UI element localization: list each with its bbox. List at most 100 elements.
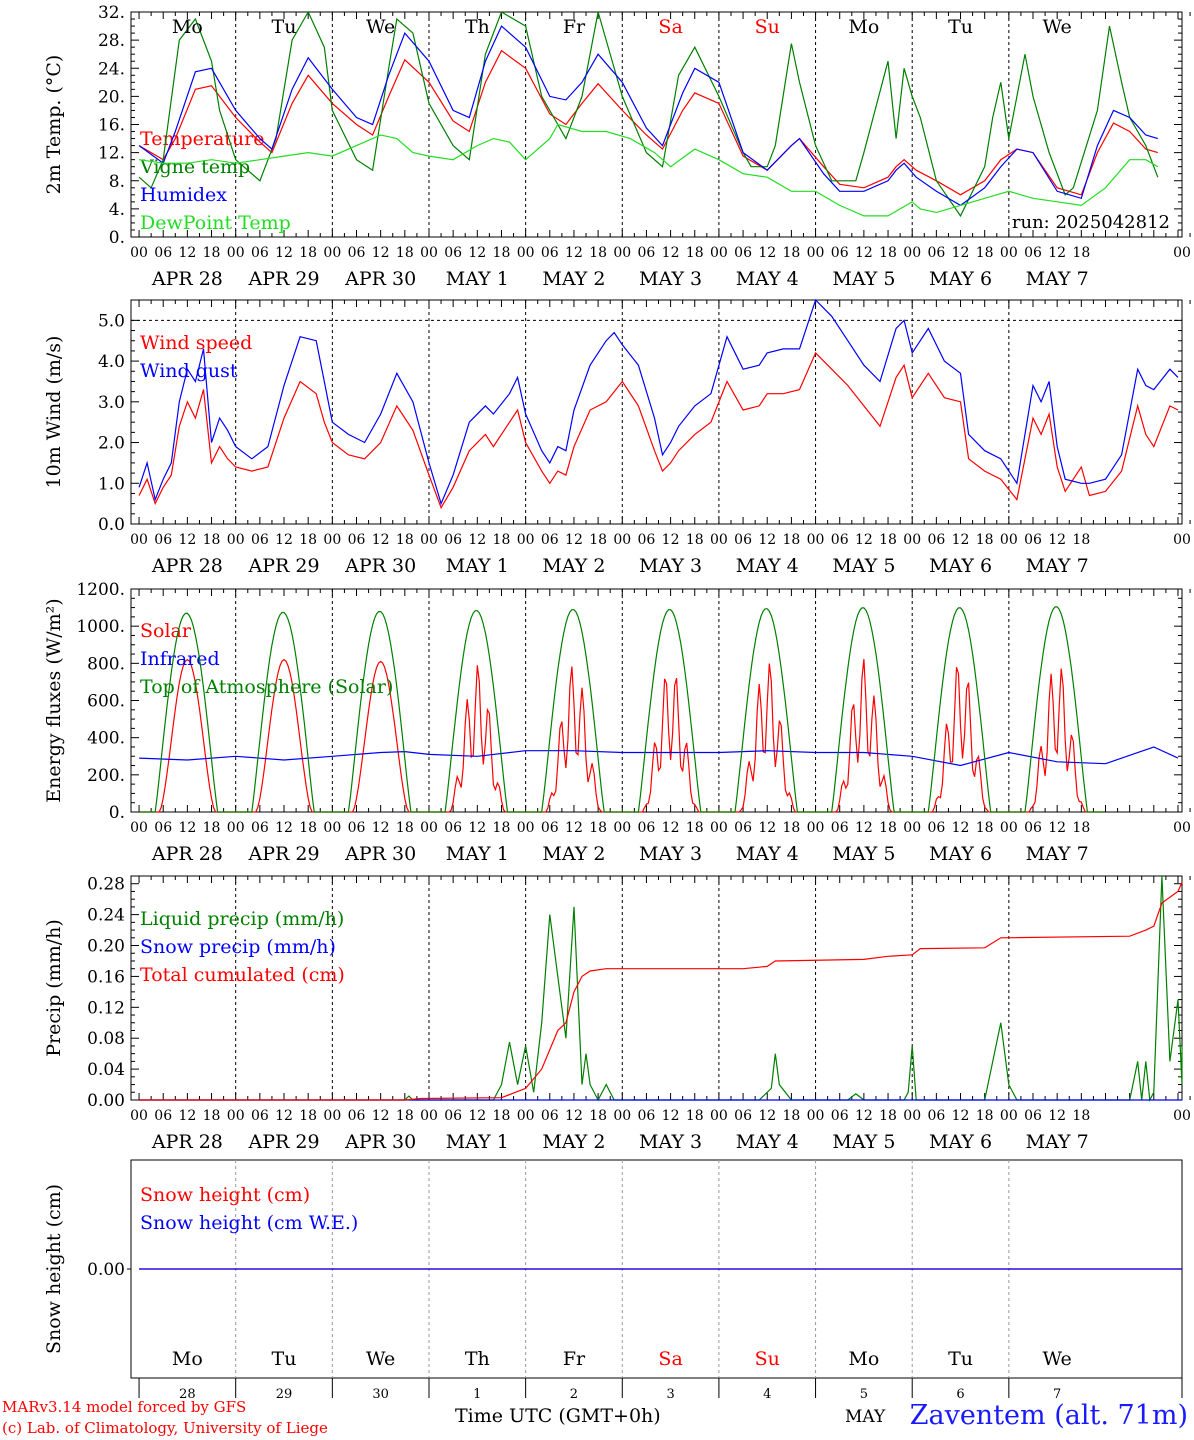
hour-tick-label: 06 — [154, 532, 172, 548]
date-label: APR 29 — [248, 555, 320, 577]
hour-tick-label: 12 — [565, 1108, 583, 1124]
hour-tick-label: 06 — [1024, 1108, 1042, 1124]
y-tick-label: 1200. — [76, 580, 125, 600]
date-label: MAY 4 — [736, 1131, 799, 1153]
hour-tick-label: 12 — [855, 532, 873, 548]
date-label: MAY 2 — [542, 268, 605, 290]
hour-tick-label: 00 — [1173, 1108, 1191, 1124]
hour-tick-label: 12 — [468, 1108, 486, 1124]
hour-tick-label: 00 — [613, 532, 631, 548]
hour-tick-label: 18 — [1072, 820, 1090, 836]
hour-tick-label: 00 — [807, 820, 825, 836]
hour-tick-label: 06 — [154, 820, 172, 836]
hour-tick-label: 06 — [831, 532, 849, 548]
y-tick-label: 0.00 — [87, 1091, 125, 1111]
hour-tick-label: 00 — [420, 245, 438, 261]
hour-tick-label: 06 — [541, 532, 559, 548]
day-number-label: 6 — [956, 1387, 964, 1402]
date-label: MAY 2 — [542, 1131, 605, 1153]
y-tick-label: 0.08 — [87, 1029, 125, 1049]
date-label: APR 30 — [344, 268, 416, 290]
hour-tick-label: 18 — [879, 245, 897, 261]
series-line-wind-gust — [138, 298, 1179, 506]
y-axis-label: 10m Wind (m/s) — [43, 336, 65, 489]
run-label: run: 2025042812 — [1012, 212, 1170, 233]
weekday-label: Tu — [948, 16, 973, 38]
y-axis-label: Precip (mm/h) — [43, 919, 65, 1057]
weekday-label: Th — [465, 1348, 490, 1370]
weekday-label: Sa — [658, 16, 682, 38]
date-label: MAY 3 — [639, 1131, 702, 1153]
hour-tick-label: 06 — [444, 532, 462, 548]
hour-tick-label: 06 — [734, 820, 752, 836]
hour-tick-label: 18 — [1072, 245, 1090, 261]
weekday-label: We — [1043, 16, 1072, 38]
hour-tick-label: 06 — [638, 1108, 656, 1124]
date-label: MAY 2 — [542, 555, 605, 577]
date-label: MAY 5 — [832, 555, 895, 577]
hour-tick-label: 00 — [1000, 820, 1018, 836]
date-label: MAY 3 — [639, 843, 702, 865]
y-tick-label: 0. — [109, 803, 125, 823]
y-tick-label: 200. — [87, 766, 125, 786]
hour-tick-label: 18 — [396, 532, 414, 548]
y-tick-label: 32. — [98, 3, 125, 23]
hour-tick-label: 06 — [541, 245, 559, 261]
legend-entry: Wind speed — [140, 332, 252, 354]
hour-tick-label: 06 — [348, 820, 366, 836]
weekday-label: Mo — [172, 1348, 203, 1370]
hour-tick-label: 18 — [299, 1108, 317, 1124]
date-label: MAY 2 — [542, 843, 605, 865]
hour-tick-label: 12 — [952, 245, 970, 261]
series-line-top-of-atmosphere-solar- — [139, 606, 1104, 813]
hour-tick-label: 18 — [879, 820, 897, 836]
hour-tick-label: 06 — [348, 245, 366, 261]
hour-tick-label: 06 — [541, 820, 559, 836]
y-tick-label: 20. — [98, 87, 125, 107]
lab-credit: (c) Lab. of Climatology, University of L… — [2, 1419, 328, 1437]
hour-tick-label: 00 — [517, 532, 535, 548]
legend-entry: Snow precip (mm/h) — [140, 936, 336, 958]
hour-tick-label: 00 — [517, 820, 535, 836]
hour-tick-label: 06 — [734, 245, 752, 261]
hour-tick-label: 00 — [613, 1108, 631, 1124]
y-tick-label: 1.0 — [98, 474, 125, 494]
legend-entry: Vigne temp — [139, 156, 250, 178]
legend-entry: Humidex — [140, 184, 227, 206]
hour-tick-label: 06 — [734, 532, 752, 548]
y-tick-label: 8. — [109, 172, 125, 192]
weekday-label: Mo — [848, 16, 879, 38]
hour-tick-label: 18 — [1072, 532, 1090, 548]
hour-tick-label: 18 — [782, 820, 800, 836]
hour-tick-label: 00 — [710, 820, 728, 836]
hour-tick-label: 06 — [348, 1108, 366, 1124]
date-label: MAY 7 — [1026, 843, 1089, 865]
hour-tick-label: 00 — [903, 532, 921, 548]
model-credit: MARv3.14 model forced by GFS — [2, 1398, 247, 1416]
hour-tick-label: 06 — [638, 820, 656, 836]
panel-4: 0.00 0.04 0.08 0.12 0.16 0.20 0.24 0.28 Precip (… — [43, 875, 1191, 1153]
hour-tick-label: 12 — [565, 532, 583, 548]
date-label: MAY 5 — [832, 843, 895, 865]
hour-tick-label: 12 — [372, 820, 390, 836]
date-label: MAY 6 — [929, 1131, 992, 1153]
hour-tick-label: 12 — [565, 245, 583, 261]
hour-tick-label: 06 — [927, 245, 945, 261]
legend-entry: Temperature — [140, 128, 264, 150]
hour-tick-label: 18 — [396, 1108, 414, 1124]
date-label: MAY 4 — [736, 268, 799, 290]
y-tick-label: 5.0 — [98, 311, 125, 331]
hour-tick-label: 18 — [1072, 1108, 1090, 1124]
hour-tick-label: 00 — [130, 532, 148, 548]
date-label: APR 28 — [151, 555, 223, 577]
y-tick-label: 800. — [87, 654, 125, 674]
hour-tick-label: 00 — [323, 532, 341, 548]
hour-tick-label: 06 — [927, 1108, 945, 1124]
day-number-label: 4 — [763, 1387, 771, 1402]
date-label: MAY 1 — [446, 1131, 509, 1153]
legend-entry: Snow height (cm W.E.) — [140, 1212, 358, 1234]
legend-entry: Liquid precip (mm/h) — [140, 908, 344, 930]
hour-tick-label: 00 — [323, 820, 341, 836]
legend-entry: Infrared — [140, 648, 220, 670]
hour-tick-label: 06 — [831, 820, 849, 836]
